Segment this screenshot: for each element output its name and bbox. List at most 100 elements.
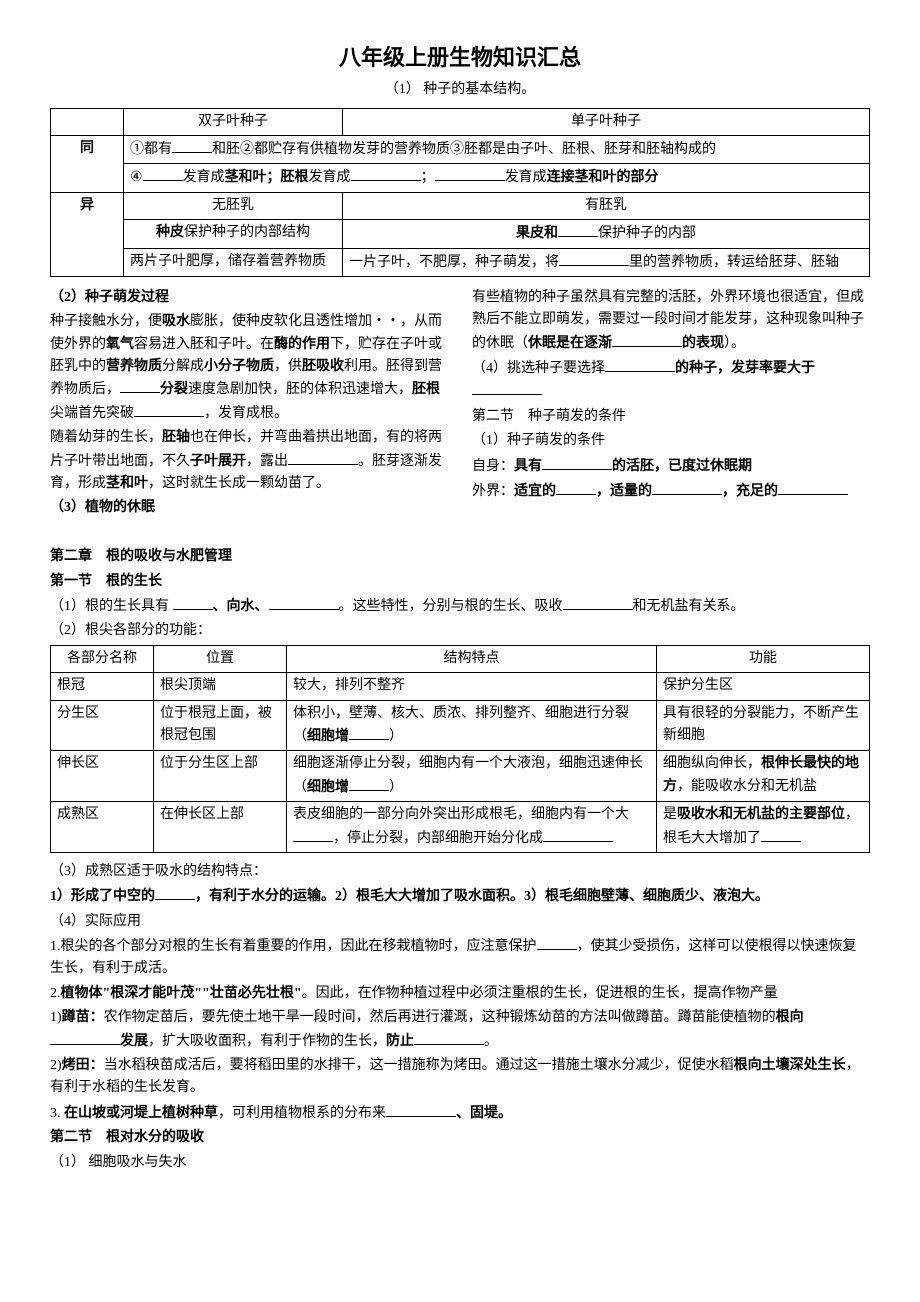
t: 酶的作用 <box>274 337 330 352</box>
blank <box>558 222 598 237</box>
blank <box>143 166 183 181</box>
t: 在山坡或河堤上植树种草 <box>64 1106 218 1121</box>
t: 、固堤。 <box>456 1106 512 1121</box>
cell-two-cotyledon: 两片子叶肥厚，储存着营养物质 <box>124 248 343 276</box>
t: （4）挑选种子要选择 <box>472 361 605 376</box>
t: 尖端首先突破 <box>50 406 134 421</box>
blank <box>386 1102 456 1117</box>
blank <box>556 480 596 495</box>
row-same-line1: ①都有 和胚②都贮存有供植物发芽的营养物质③胚都是由子叶、胚根、胚芽和胚轴构成的 <box>124 135 870 163</box>
blank <box>537 935 577 950</box>
blank <box>172 138 212 153</box>
blank <box>559 251 629 266</box>
row-same-label: 同 <box>51 135 124 192</box>
r3-name: 伸长区 <box>51 751 154 802</box>
t: 茎和叶；胚根 <box>225 170 309 185</box>
th-blank <box>51 108 124 135</box>
ch2-s1-p2: （2）根尖各部分的功能： <box>50 620 870 642</box>
s2-paragraph1: 种子接触水分，便吸水膨胀，使种皮软化且透性增加・・，从而使外界的氧气容易进入胚和… <box>50 311 448 425</box>
t: 和胚②都贮存有供植物发芽的营养物质③胚都是由子叶、胚根、胚芽和胚轴构成的 <box>212 142 716 157</box>
ch2-s2-title: 第二节 根对水分的吸收 <box>50 1127 870 1149</box>
t: ，这时就生长成一颗幼苗了。 <box>148 476 330 491</box>
t: 连接茎和叶的部分 <box>547 170 659 185</box>
row-diff-label: 异 <box>51 192 124 276</box>
t: ，充足的 <box>722 484 778 499</box>
t: 的表现 <box>682 336 724 351</box>
blank <box>435 166 505 181</box>
t: 氧气 <box>106 337 134 352</box>
page-title: 八年级上册生物知识汇总 <box>50 40 870 75</box>
th-function: 功能 <box>657 645 870 672</box>
t: 防止 <box>386 1034 414 1049</box>
th-dicot: 双子叶种子 <box>124 108 343 135</box>
t: 茎和叶 <box>106 476 148 491</box>
t: 胚根 <box>412 382 440 397</box>
blank <box>652 480 722 495</box>
r2-func: 具有很轻的分裂能力，不断产生新细胞 <box>657 700 870 751</box>
p4-l3: 1)蹲苗：农作物定苗后，要先使土地干旱一段时间，然后再进行灌溉，这种锻炼幼苗的方… <box>50 1007 870 1053</box>
cell-no-endosperm: 无胚乳 <box>124 192 343 219</box>
t: 的种子，发芽率要大于 <box>675 361 815 376</box>
blank <box>134 402 204 417</box>
blank <box>120 378 160 393</box>
t: 细胞增 <box>307 780 349 795</box>
t: 根向 <box>776 1010 804 1025</box>
t: 一片子叶，不肥厚，种子萌发，将 <box>349 255 559 270</box>
t: 烤田： <box>62 1058 104 1073</box>
t: ①都有 <box>130 142 172 157</box>
r2-struct: 体积小，壁薄、核大、质浓、排列整齐、细胞进行分裂（细胞增） <box>287 700 657 751</box>
right-self-cond: 自身：具有的活胚，已度过休眠期 <box>472 455 870 478</box>
t: 2) <box>50 1058 62 1073</box>
t: 分解成 <box>162 359 204 374</box>
t: 外界： <box>472 484 514 499</box>
t: 2. <box>50 986 61 1001</box>
th-structure: 结构特点 <box>287 645 657 672</box>
cell-pericarp: 果皮和保护种子的内部 <box>342 220 869 248</box>
s3-title: （3）植物的休眠 <box>50 497 448 519</box>
t: ）。 <box>724 336 745 351</box>
blank <box>761 827 801 842</box>
t: ，适量的 <box>596 484 652 499</box>
blank <box>472 380 542 395</box>
cell-one-cotyledon: 一片子叶，不肥厚，种子萌发，将 里的营养物质，转运给胚芽、胚轴 <box>342 248 869 276</box>
t: 种子接触水分，便 <box>50 314 162 329</box>
r1-name: 根冠 <box>51 673 154 700</box>
blank <box>349 725 389 740</box>
p4-l2: 2.植物体"根深才能叶茂""壮苗必先壮根"。因此，在作物种植过程中必须注重根的生… <box>50 983 870 1005</box>
right-dormancy: 有些植物的种子虽然具有完整的活胚，外界环境也很适宜，但成熟后不能立即萌发，需要过… <box>472 287 870 355</box>
right-col: 有些植物的种子虽然具有完整的活胚，外界环境也很适宜，但成熟后不能立即萌发，需要过… <box>472 285 870 522</box>
t: 营养物质 <box>106 359 162 374</box>
ch2-s2-p1: （1） 细胞吸水与失水 <box>50 1152 870 1174</box>
t: 发育成 <box>505 170 547 185</box>
t: 1）形成了中空的 <box>50 889 155 904</box>
r4-pos: 在伸长区上部 <box>154 802 287 853</box>
t: 发育成 <box>309 170 351 185</box>
blank <box>542 455 612 470</box>
p4-l1: 1.根尖的各个部分对根的生长有着重要的作用，因此在移栽植物时，应注意保护，使其少… <box>50 935 870 981</box>
blank <box>612 332 682 347</box>
t: 里的营养物质，转运给胚芽、胚轴 <box>629 255 839 270</box>
t: 果皮和 <box>516 226 558 241</box>
right-select-seed: （4）挑选种子要选择 的种子，发芽率要大于 <box>472 357 870 404</box>
t: 根向土壤深处生长 <box>734 1058 846 1073</box>
t: ） <box>389 729 403 744</box>
t: 是 <box>663 807 677 822</box>
t: 休眠是在逐渐 <box>528 336 612 351</box>
t: 胚轴 <box>162 430 190 445</box>
left-col: （2）种子萌发过程 种子接触水分，便吸水膨胀，使种皮软化且透性增加・・，从而使外… <box>50 285 448 522</box>
t: 具有 <box>514 459 542 474</box>
t: ，停止分裂，内部细胞开始分化成 <box>333 831 543 846</box>
t: ） <box>389 780 403 795</box>
t: 保护种子的内部结构 <box>184 225 310 240</box>
t: 种皮 <box>156 225 184 240</box>
t: 1.根尖的各个部分对根的生长有着重要的作用，因此在移栽植物时，应注意保护 <box>50 939 537 954</box>
p4-l5: 3. 在山坡或河堤上植树种草，可利用植物根系的分布来、固堤。 <box>50 1102 870 1125</box>
blank <box>563 595 633 610</box>
blank <box>349 776 389 791</box>
s2-paragraph2: 随着幼芽的生长，胚轴也在伸长，并弯曲着拱出地面，有的将两片子叶带出地面，不久子叶… <box>50 427 448 495</box>
r2-name: 分生区 <box>51 700 154 751</box>
r3-func: 细胞纵向伸长，根伸长最快的地方，能吸收水分和无机盐 <box>657 751 870 802</box>
blank <box>155 885 195 900</box>
t: 发展 <box>120 1034 148 1049</box>
t: 子叶展开 <box>190 454 246 469</box>
